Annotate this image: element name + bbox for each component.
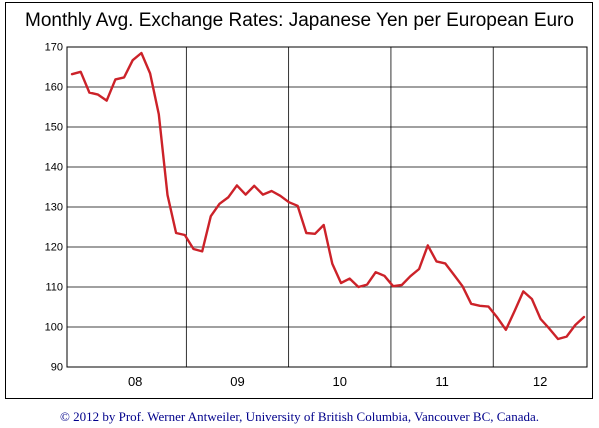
- chart-title: Monthly Avg. Exchange Rates: Japanese Ye…: [25, 10, 574, 31]
- series-line: [70, 51, 586, 341]
- y-tick-label: 110: [45, 282, 63, 294]
- y-tick-label: 100: [45, 322, 63, 334]
- x-year-label: 08: [128, 374, 142, 389]
- x-year-label: 10: [333, 374, 347, 389]
- x-year-label: 09: [230, 374, 244, 389]
- y-tick-label: 90: [51, 362, 63, 374]
- y-tick-label: 120: [45, 242, 63, 254]
- y-tick-label: 140: [45, 162, 63, 174]
- y-tick-label: 150: [45, 122, 63, 134]
- y-tick-label: 130: [45, 202, 63, 214]
- line-chart: 90 100 110 120 130 140 150 160 170 08 09 10 11 12: [45, 42, 588, 389]
- x-year-label: 11: [435, 374, 449, 389]
- y-tick-label: 160: [45, 82, 63, 94]
- x-year-label: 12: [533, 374, 547, 389]
- chart-frame: [5, 2, 593, 399]
- y-tick-label: 170: [45, 42, 63, 54]
- footer-credit: © 2012 by Prof. Werner Antweiler, Univer…: [59, 409, 539, 424]
